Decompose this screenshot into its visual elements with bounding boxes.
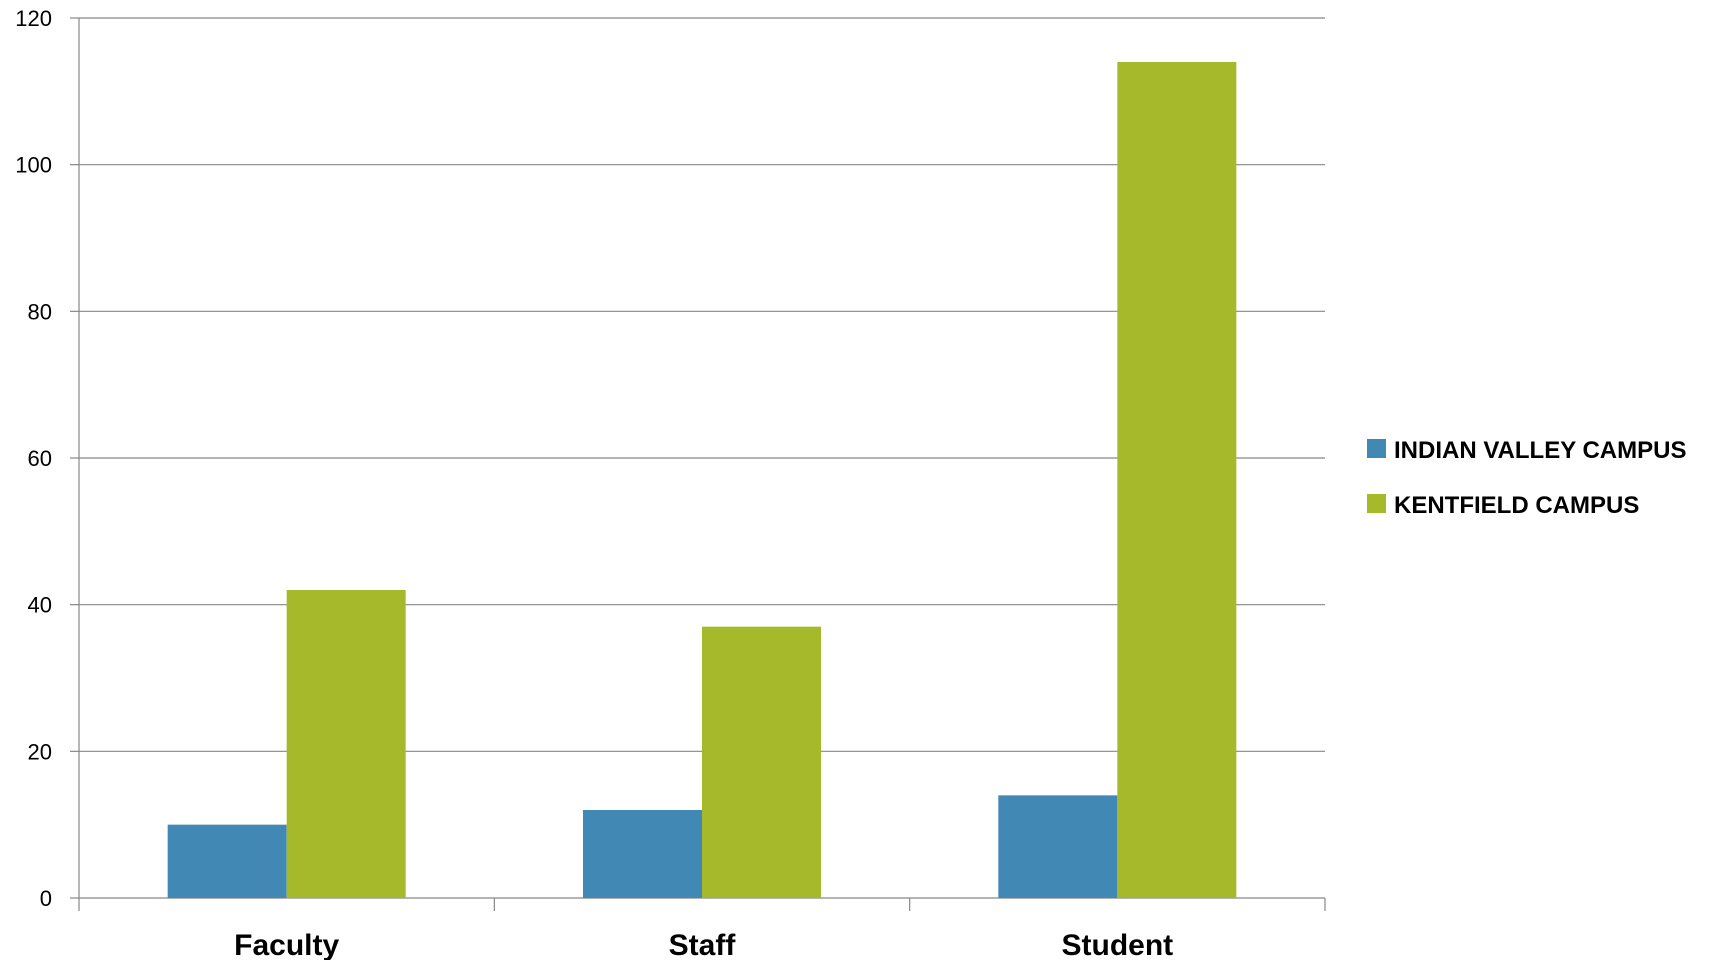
bar-kentfield-campus-student [1117,62,1237,898]
x-category-label: Student [1062,929,1174,960]
y-tick-label: 40 [28,593,52,618]
bar-kentfield-campus-staff [702,626,821,898]
bar-indian-valley-campus-student [998,795,1118,898]
x-category-label: Faculty [234,929,339,960]
y-tick-label: 100 [15,153,52,178]
bar-kentfield-campus-faculty [286,590,406,898]
y-tick-label: 120 [15,6,52,31]
legend-label: KENTFIELD CAMPUS [1394,492,1639,519]
legend: INDIAN VALLEY CAMPUS KENTFIELD CAMPUS [1367,437,1686,519]
legend-swatch [1367,439,1386,458]
bar-indian-valley-campus-faculty [167,824,287,898]
bar-indian-valley-campus-staff [583,810,702,898]
x-category-label: Staff [669,929,737,960]
legend-label: INDIAN VALLEY CAMPUS [1394,437,1686,464]
y-tick-label: 20 [28,739,52,764]
axis-labels: 0 20 40 60 80 100 120 Faculty Staff Student [15,6,1173,960]
legend-swatch [1367,494,1386,513]
y-tick-label: 0 [40,886,52,911]
y-tick-label: 80 [28,299,52,324]
y-tick-label: 60 [28,446,52,471]
bars [167,62,1237,898]
